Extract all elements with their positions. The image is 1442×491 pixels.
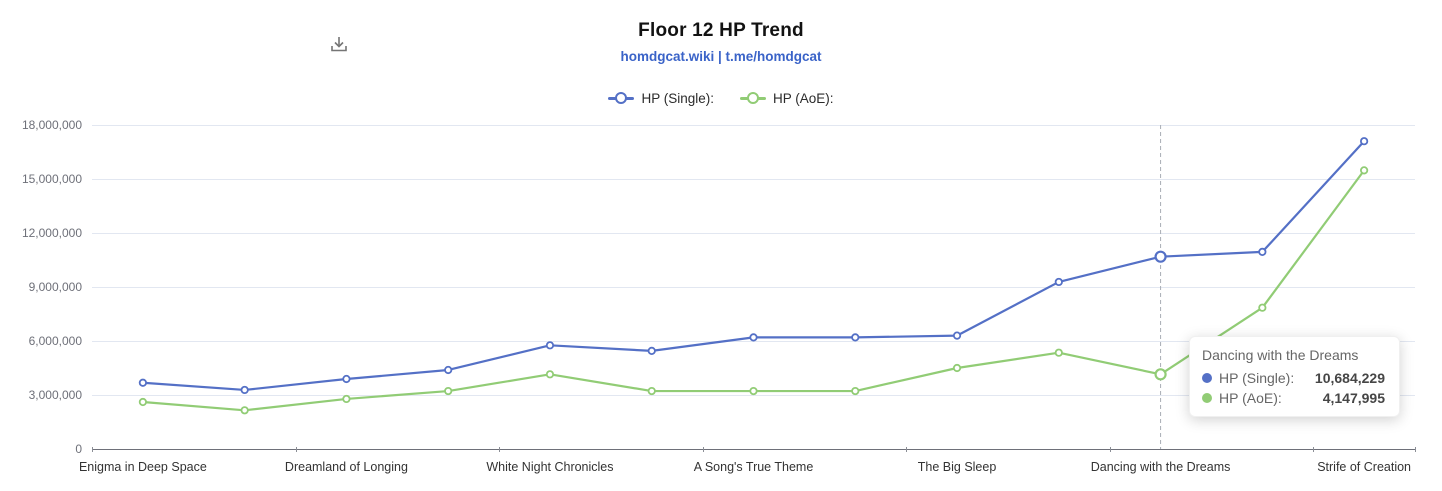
tooltip: Dancing with the Dreams HP (Single): 10,… <box>1189 336 1400 417</box>
data-point[interactable] <box>952 363 962 373</box>
x-axis-tick <box>1313 447 1315 452</box>
data-point[interactable] <box>1360 137 1369 146</box>
series-line <box>142 140 1365 392</box>
data-point[interactable] <box>647 386 656 396</box>
series-line <box>142 169 1365 412</box>
data-point[interactable] <box>545 370 555 379</box>
x-axis-label: A Song's True Theme <box>693 460 814 474</box>
chart-subtitle-link[interactable]: homdgcat.wiki | t.me/homdgcat <box>620 49 822 64</box>
data-point[interactable] <box>545 341 555 350</box>
data-point[interactable] <box>240 385 249 395</box>
data-point[interactable] <box>1258 303 1267 312</box>
gridline <box>92 341 1415 342</box>
data-point[interactable] <box>342 374 351 384</box>
tooltip-series-value: 4,147,995 <box>1322 390 1385 406</box>
line-circle-marker-icon <box>608 88 635 108</box>
data-point-highlighted[interactable] <box>1154 250 1167 263</box>
y-axis-label: 18,000,000 <box>21 118 82 132</box>
legend-item-hp-aoe[interactable]: HP (AoE): <box>740 88 834 108</box>
legend-label: HP (AoE): <box>773 90 834 106</box>
data-point[interactable] <box>444 365 453 375</box>
data-point[interactable] <box>138 397 147 407</box>
data-point[interactable] <box>240 406 249 415</box>
data-point[interactable] <box>851 333 860 342</box>
data-point-highlighted[interactable] <box>1154 368 1167 381</box>
chart-title: Floor 12 HP Trend <box>638 20 804 41</box>
data-point[interactable] <box>647 346 656 355</box>
legend-label: HP (Single): <box>641 90 714 106</box>
data-point[interactable] <box>1258 247 1267 256</box>
y-axis-label: 15,000,000 <box>21 172 82 186</box>
data-point[interactable] <box>749 386 758 396</box>
y-axis-label: 3,000,000 <box>28 388 82 402</box>
series-dot-icon <box>1202 373 1212 383</box>
data-point[interactable] <box>1054 277 1063 287</box>
x-axis-tick <box>1415 447 1416 452</box>
x-axis-tick <box>295 447 297 452</box>
x-axis-line <box>92 449 1415 450</box>
data-point[interactable] <box>138 378 147 387</box>
tooltip-series-label: HP (AoE): <box>1219 390 1282 406</box>
tooltip-title: Dancing with the Dreams <box>1202 347 1359 363</box>
legend-item-hp-single[interactable]: HP (Single): <box>608 88 714 108</box>
x-axis-tick <box>906 447 908 452</box>
data-point[interactable] <box>342 394 351 404</box>
gridline <box>92 287 1415 288</box>
legend: HP (Single): HP (AoE): <box>0 88 1442 108</box>
download-icon <box>331 37 347 52</box>
x-axis-label: Enigma in Deep Space <box>78 460 207 474</box>
data-point[interactable] <box>851 386 860 396</box>
x-axis-tick <box>499 447 501 452</box>
save-as-image-button[interactable] <box>327 33 351 57</box>
gridline <box>92 179 1415 180</box>
gridline <box>92 395 1415 396</box>
tooltip-series-value: 10,684,229 <box>1314 370 1385 386</box>
data-point[interactable] <box>952 331 962 340</box>
tooltip-row: HP (AoE): 4,147,995 <box>1202 390 1385 406</box>
gridline <box>92 233 1415 234</box>
data-point[interactable] <box>1054 348 1063 357</box>
x-axis-label: The Big Sleep <box>917 460 997 474</box>
x-axis-tick <box>1109 447 1111 452</box>
data-point[interactable] <box>749 333 758 342</box>
tooltip-series-label: HP (Single): <box>1219 370 1295 386</box>
y-axis-label: 12,000,000 <box>21 226 82 240</box>
y-axis-label: 9,000,000 <box>28 280 82 294</box>
y-axis-label: 0 <box>75 442 82 456</box>
x-axis-label: Dreamland of Longing <box>284 460 408 474</box>
x-axis-label: Dancing with the Dreams <box>1090 460 1231 474</box>
series-dot-icon <box>1202 393 1212 403</box>
tooltip-row: HP (Single): 10,684,229 <box>1202 370 1385 386</box>
data-point[interactable] <box>1360 166 1369 175</box>
data-point[interactable] <box>444 386 453 396</box>
x-axis-tick <box>702 447 704 452</box>
x-axis-label: Strife of Creation <box>1317 460 1412 474</box>
line-circle-marker-icon <box>740 88 766 108</box>
x-axis-tick <box>92 447 93 452</box>
gridline <box>92 125 1415 126</box>
y-axis-label: 6,000,000 <box>28 334 82 348</box>
x-axis-label: White Night Chronicles <box>486 460 614 474</box>
